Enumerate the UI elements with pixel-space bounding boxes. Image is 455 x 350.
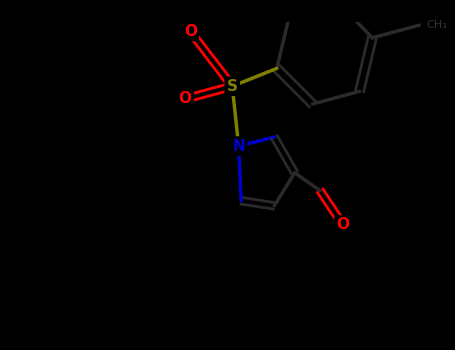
- Text: O: O: [179, 91, 192, 106]
- Text: O: O: [184, 24, 197, 39]
- Text: S: S: [227, 79, 238, 94]
- Text: CH₃: CH₃: [426, 20, 447, 30]
- Text: O: O: [337, 217, 349, 232]
- Text: N: N: [232, 139, 245, 154]
